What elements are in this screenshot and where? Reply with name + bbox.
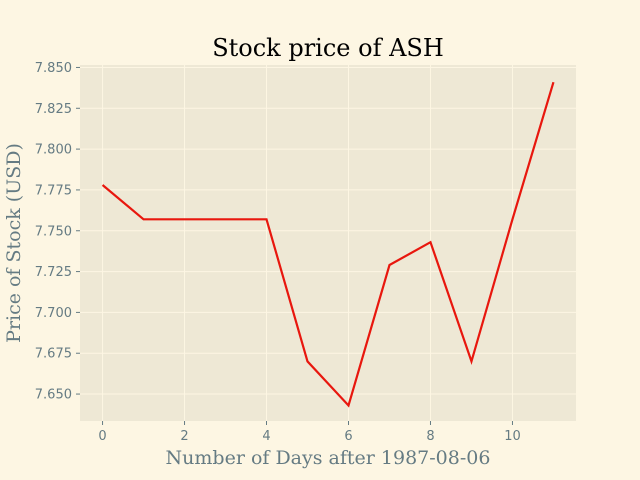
series-layer <box>101 81 555 408</box>
y-tick-label: 7.850 <box>35 61 72 76</box>
y-tick-label: 7.700 <box>35 306 72 321</box>
x-tick-label: 10 <box>504 429 521 444</box>
y-tick-label: 7.750 <box>35 224 72 239</box>
x-axis-label: Number of Days after 1987-08-06 <box>166 447 491 469</box>
tick-labels: 0 2 4 6 8 10 7.650 7.675 7.700 7.725 7.750 7.775 7.8… <box>35 61 521 444</box>
y-tick-label: 7.650 <box>35 388 72 403</box>
plot-area <box>80 65 576 421</box>
tick-marks <box>76 66 513 425</box>
price-line <box>101 81 555 408</box>
y-tick-label: 7.675 <box>35 347 72 362</box>
chart-title: Stock price of ASH <box>212 34 444 62</box>
y-tick-label: 7.725 <box>35 265 72 280</box>
x-tick-label: 6 <box>344 429 352 444</box>
y-tick-label: 7.825 <box>35 102 72 117</box>
x-tick-label: 4 <box>262 429 270 444</box>
grid <box>80 65 576 421</box>
x-tick-label: 8 <box>426 429 434 444</box>
x-tick-label: 2 <box>180 429 188 444</box>
x-tick-label: 0 <box>98 429 106 444</box>
y-tick-label: 7.775 <box>35 183 72 198</box>
y-axis-label: Price of Stock (USD) <box>3 143 25 343</box>
y-tick-label: 7.800 <box>35 143 72 158</box>
